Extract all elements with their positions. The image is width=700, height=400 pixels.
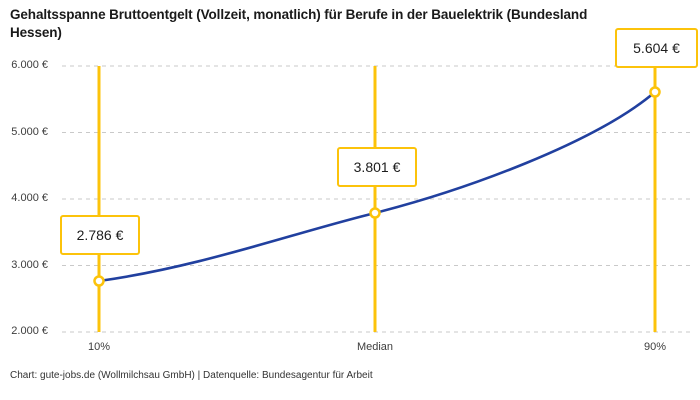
y-tick-4000: 4.000 € [11, 192, 48, 204]
chart-credit: Chart: gute-jobs.de (Wollmilchsau GmbH) … [10, 370, 373, 381]
value-label-median: 3.801 € [353, 159, 401, 175]
value-label-p90: 5.604 € [633, 40, 680, 56]
x-tick-10pct: 10% [87, 341, 111, 353]
y-tick-5000: 5.000 € [11, 125, 48, 138]
value-label-p10: 2.786 € [76, 227, 124, 243]
marker-median [369, 207, 381, 219]
chart-title: Gehaltsspanne Bruttoentgelt (Vollzeit, m… [10, 7, 588, 40]
x-tick-90pct: 90% [643, 341, 667, 353]
x-tick-median: Median [356, 341, 394, 353]
marker-p10 [93, 275, 105, 287]
y-tick-6000: 6.000 € [11, 59, 48, 71]
y-tick-3000: 3.000 € [11, 258, 48, 271]
value-box-median: 3.801 € [337, 147, 417, 187]
marker-p90 [649, 86, 661, 98]
y-tick-2000: 2.000 € [11, 325, 48, 337]
value-box-p90: 5.604 € [615, 28, 698, 68]
value-box-p10: 2.786 € [60, 215, 140, 255]
